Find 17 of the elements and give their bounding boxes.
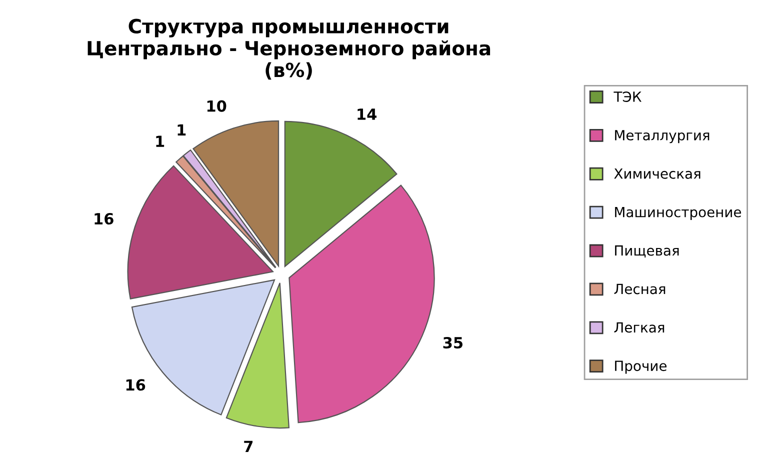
data-label: 16 — [94, 212, 114, 225]
data-label: 35 — [443, 336, 462, 348]
legend-label: Лесная — [614, 284, 666, 294]
data-label: 1 — [156, 136, 164, 147]
legend-label: Химическая — [614, 168, 700, 179]
legend-label: Легкая — [614, 322, 664, 333]
legend-label: Машиностроение — [615, 206, 742, 220]
data-label: 7 — [244, 440, 253, 452]
data-label: 10 — [207, 100, 226, 112]
data-label: 16 — [126, 379, 146, 391]
chart-title: Структура промышленности Центрально - Черноземного района (в%) — [88, 18, 490, 80]
data-label: 1 — [178, 124, 186, 136]
data-label: 14 — [358, 108, 377, 120]
legend-label: Пищевая — [615, 245, 679, 258]
legend-label: Прочие — [615, 360, 667, 374]
legend-label: Металлургия — [615, 130, 710, 144]
legend-label: ТЭК — [614, 91, 642, 102]
